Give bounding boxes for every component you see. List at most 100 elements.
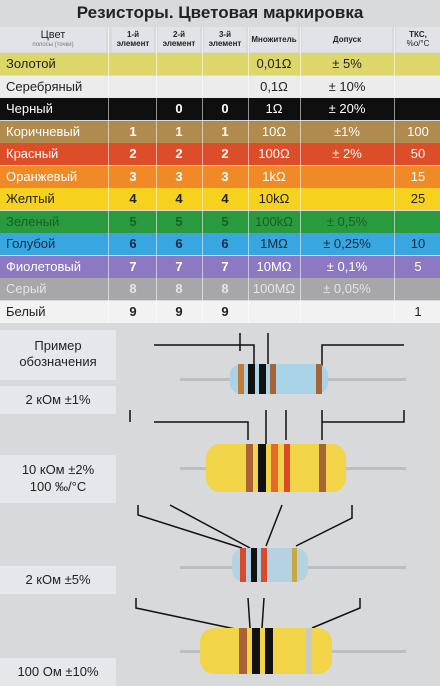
cell-tks: 15 — [410, 168, 426, 184]
band-brown — [239, 628, 247, 674]
title-bar: Резисторы. Цветовая маркировка — [0, 0, 440, 27]
cell-digit3: 6 — [221, 236, 229, 251]
cell-tolerance: ± 0,25% — [323, 236, 371, 251]
cell-color-name: Белый — [6, 303, 46, 319]
table-row: Зеленый 5 5 5 100kΩ ± 0,5% — [0, 210, 440, 233]
example-label-2: 10 кОм ±2% 100 ‰/°C — [0, 455, 116, 503]
cell-digit2: 4 — [175, 191, 183, 206]
cell-digit1: 5 — [129, 213, 137, 229]
header-tks-unit: %о/°С — [406, 39, 430, 48]
cell-digit2: 7 — [175, 258, 183, 274]
cell-digit3: 9 — [221, 303, 229, 319]
example-heading: Пример обозначения — [0, 330, 116, 380]
cell-color-name: Золотой — [6, 56, 56, 71]
example-label-4: 100 Ом ±10% — [0, 658, 116, 686]
table-row: Фиолетовый 7 7 7 10MΩ ± 0,1% 5 — [0, 255, 440, 278]
resistor-example-4 — [135, 597, 406, 674]
cell-color-name: Серый — [6, 281, 47, 296]
header-digit3: 3-й элемент — [204, 27, 246, 52]
cell-tks: 10 — [410, 236, 426, 251]
cell-multiplier: 100Ω — [258, 146, 290, 161]
cell-multiplier: 10Ω — [261, 123, 287, 139]
cell-tolerance: ± 20% — [328, 101, 366, 116]
example-label-1: 2 кОм ±1% — [0, 386, 116, 414]
header-tolerance: Допуск — [302, 27, 392, 52]
cell-tks: 25 — [410, 191, 426, 206]
leader-lines — [135, 597, 361, 631]
cell-multiplier: 1MΩ — [260, 236, 288, 251]
table-row: Серебряный 0,1Ω ± 10% — [0, 75, 440, 98]
cell-tolerance: ± 0,05% — [323, 281, 371, 296]
cell-multiplier: 100MΩ — [252, 281, 296, 296]
table-row: Черный 0 0 1Ω ± 20% — [0, 98, 440, 120]
cell-color-name: Зеленый — [6, 213, 60, 229]
table-row: Коричневый 1 1 1 10Ω ±1% 100 — [0, 120, 440, 143]
header-digit1-label: 1-й — [126, 30, 140, 39]
band-orange — [271, 444, 278, 492]
cell-digit2: 3 — [175, 168, 183, 184]
cell-color-name: Черный — [6, 101, 53, 116]
cell-digit3: 5 — [221, 213, 229, 229]
cell-digit1: 9 — [129, 303, 137, 319]
column-divider — [108, 27, 109, 323]
column-divider — [202, 27, 203, 323]
cell-color-name: Фиолетовый — [6, 258, 82, 274]
cell-digit3: 7 — [221, 258, 229, 274]
leader-lines — [129, 410, 405, 446]
resistor-body — [230, 364, 328, 394]
example-label-2-line2: 100 ‰/°C — [29, 479, 87, 494]
cell-tks: 100 — [407, 123, 429, 139]
cell-tolerance: ± 5% — [332, 56, 362, 71]
cell-digit1: 1 — [129, 123, 137, 139]
resistor-example-1 — [154, 333, 406, 394]
header-multiplier: Множитель — [250, 27, 298, 52]
band-brown — [246, 444, 253, 492]
cell-color-name: Голубой — [6, 236, 56, 251]
cell-tks: 50 — [410, 146, 426, 161]
cell-multiplier: 0,1Ω — [260, 78, 288, 94]
band-black — [265, 628, 273, 674]
header-digit1: 1-й элемент — [112, 27, 154, 52]
band-gold — [292, 548, 297, 582]
cell-multiplier: 1kΩ — [262, 168, 286, 184]
header-digit3-label: 3-й — [218, 30, 232, 39]
cell-digit3: 4 — [221, 191, 229, 206]
leader-lines — [137, 504, 353, 549]
header-tks: ТКС, %о/°С — [396, 27, 440, 52]
column-divider — [248, 27, 249, 323]
band-brown — [270, 364, 276, 394]
cell-tolerance: ± 2% — [332, 146, 362, 161]
cell-digit2: 6 — [175, 236, 183, 251]
cell-multiplier: 10MΩ — [256, 258, 292, 274]
cell-multiplier: 10kΩ — [258, 191, 290, 206]
band-red — [240, 548, 246, 582]
cell-multiplier: 1Ω — [265, 101, 283, 116]
cell-digit1: 4 — [129, 191, 137, 206]
header-digit1-sub: элемент — [116, 39, 150, 48]
cell-digit1: 6 — [129, 236, 137, 251]
cell-digit2: 1 — [175, 123, 183, 139]
resistor-example-2 — [129, 410, 406, 492]
cell-tolerance: ± 0,5% — [326, 213, 368, 229]
table-row: Золотой 0,01Ω ± 5% — [0, 53, 440, 75]
band-silver — [306, 628, 312, 674]
table-row: Желтый 4 4 4 10kΩ 25 — [0, 188, 440, 210]
band-black — [258, 444, 266, 492]
band-brown — [316, 364, 322, 394]
band-black — [259, 364, 266, 394]
cell-color-name: Коричневый — [6, 123, 80, 139]
header-tks-label: ТКС, — [409, 30, 427, 39]
cell-digit1: 2 — [129, 146, 137, 161]
cell-digit2: 9 — [175, 303, 183, 319]
band-black — [252, 628, 260, 674]
cell-digit2: 8 — [175, 281, 183, 296]
table-row: Белый 9 9 9 1 — [0, 300, 440, 323]
table-row: Серый 8 8 8 100MΩ ± 0,05% — [0, 278, 440, 300]
page-title: Резисторы. Цветовая маркировка — [76, 3, 364, 22]
cell-digit3: 0 — [221, 101, 229, 116]
band-black — [251, 548, 257, 582]
example-label-3: 2 кОм ±5% — [0, 566, 116, 594]
resistor-example-3 — [137, 504, 406, 582]
